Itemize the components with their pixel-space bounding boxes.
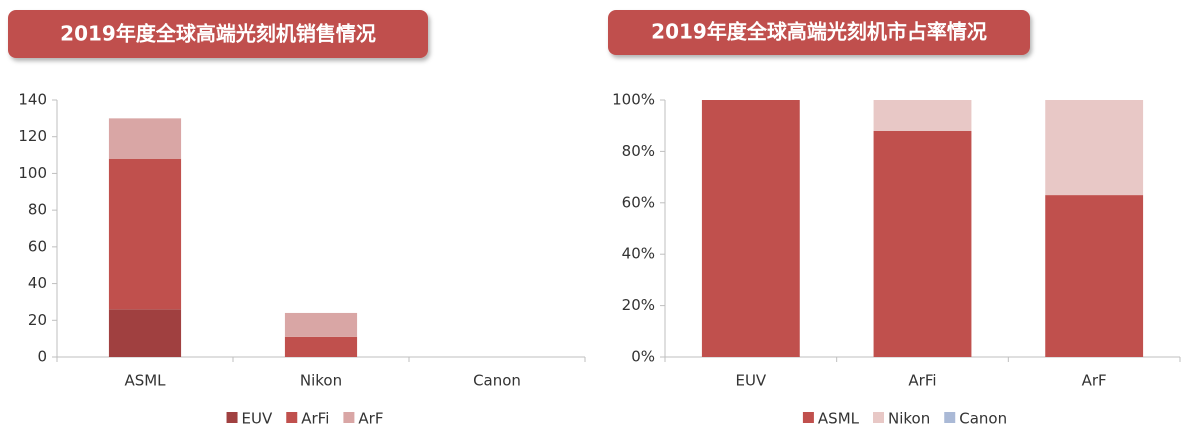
legend-label: ArF	[358, 410, 383, 428]
x-tick-label: ArFi	[908, 372, 936, 390]
legend-label: ASML	[818, 410, 860, 428]
y-tick-label: 60	[28, 237, 47, 255]
y-tick-label: 0%	[631, 348, 655, 366]
y-tick-label: 40	[28, 274, 47, 292]
bar-segment	[108, 158, 182, 310]
y-tick-label: 0	[37, 348, 47, 366]
x-tick-label: Canon	[473, 372, 521, 390]
y-tick-label: 100%	[612, 91, 655, 109]
bar-segment	[284, 312, 358, 337]
bar-segment	[873, 100, 972, 131]
legend-swatch	[873, 412, 884, 423]
bar-segment	[873, 130, 972, 357]
bar-segment	[108, 309, 182, 357]
y-tick-label: 20	[28, 311, 47, 329]
legend-label: EUV	[242, 410, 273, 428]
legend-label: ArFi	[301, 410, 329, 428]
bar-segment	[701, 100, 800, 357]
y-tick-label: 80%	[622, 142, 655, 160]
bar-segment	[1045, 100, 1144, 196]
x-tick-label: ArF	[1082, 372, 1107, 390]
legend-swatch	[944, 412, 956, 423]
legend-swatch	[343, 412, 355, 423]
y-tick-label: 20%	[622, 296, 655, 314]
legend-label: Canon	[959, 410, 1007, 428]
x-tick-label: Nikon	[300, 372, 342, 390]
x-tick-label: ASML	[124, 372, 166, 390]
title-banner	[8, 10, 428, 58]
y-tick-label: 100	[18, 164, 47, 182]
legend-label: Nikon	[888, 410, 930, 428]
bar-segment	[108, 118, 182, 159]
y-tick-label: 120	[18, 127, 47, 145]
legend-swatch	[226, 412, 238, 423]
y-tick-label: 60%	[622, 193, 655, 211]
x-tick-label: EUV	[735, 372, 766, 390]
bar-segment	[284, 336, 358, 357]
chart-title: 2019年度全球高端光刻机市占率情况	[651, 20, 987, 44]
chart-title: 2019年度全球高端光刻机销售情况	[60, 22, 376, 46]
y-tick-label: 140	[18, 91, 47, 109]
y-tick-label: 80	[28, 201, 47, 219]
legend-swatch	[802, 412, 814, 423]
bar-segment	[1045, 195, 1144, 357]
y-tick-label: 40%	[622, 245, 655, 263]
title-banner	[608, 10, 1030, 55]
legend-swatch	[286, 412, 298, 423]
